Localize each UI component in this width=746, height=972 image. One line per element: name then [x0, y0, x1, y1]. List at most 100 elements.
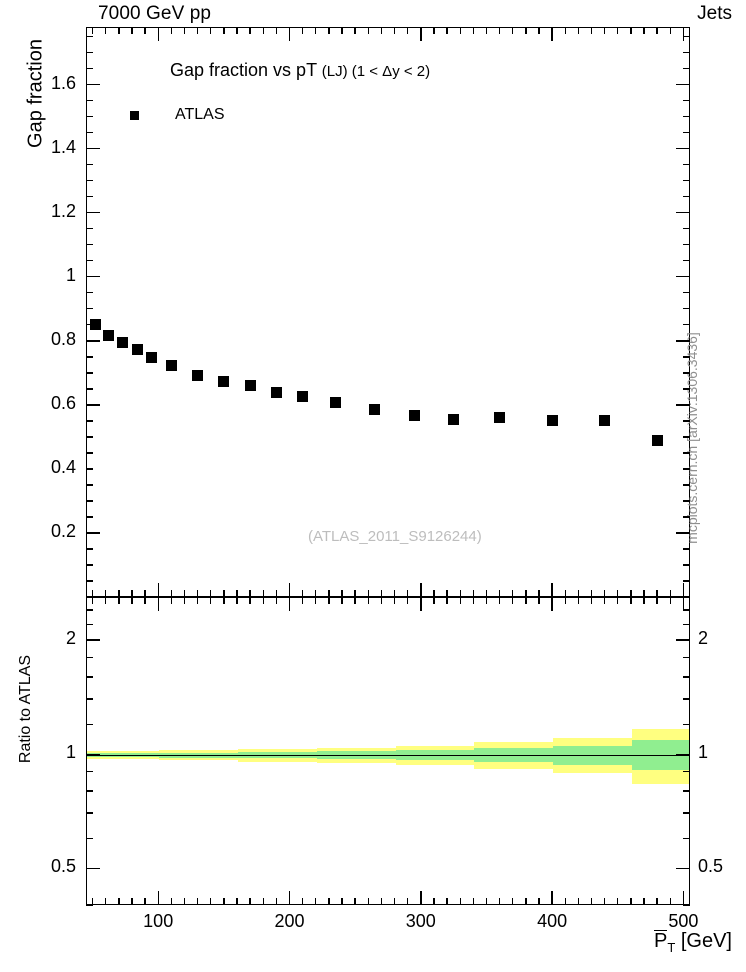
main-y-tick-label: 1.4	[50, 136, 76, 157]
ratio-y-minor-tick	[86, 904, 93, 906]
main-x-minor-tick-top	[643, 27, 645, 34]
main-x-minor-tick-bottom	[301, 590, 304, 597]
ratio-x-major-tick-bottom	[157, 891, 159, 905]
main-x-minor-tick-bottom	[512, 590, 514, 597]
ratio-y-tick-label-right: 0.5	[698, 856, 724, 877]
ratio-x-minor-tick-top	[262, 597, 264, 604]
main-x-minor-tick-bottom	[118, 590, 120, 597]
ratio-x-minor-tick-bottom	[656, 898, 658, 905]
main-x-minor-tick-bottom	[433, 590, 435, 597]
main-x-minor-tick-top	[525, 27, 527, 34]
main-x-minor-tick-bottom	[603, 590, 606, 597]
ratio-x-minor-tick-bottom	[236, 898, 238, 905]
ratio-y-minor-tick-right	[683, 656, 690, 659]
ratio-x-minor-tick-bottom	[249, 898, 251, 905]
ratio-x-minor-tick-bottom	[223, 898, 225, 905]
main-x-minor-tick-bottom	[472, 590, 475, 597]
ratio-x-minor-tick-top	[498, 597, 501, 604]
main-x-minor-tick-top	[406, 27, 409, 34]
main-y-major-tick-right	[676, 147, 690, 150]
main-y-major-tick-right	[676, 212, 690, 214]
main-y-minor-tick	[86, 324, 93, 326]
x-tick-label: 500	[668, 911, 699, 931]
main-x-major-tick-bottom	[157, 583, 159, 597]
main-x-minor-tick-top	[104, 27, 107, 34]
ratio-x-minor-tick-bottom	[525, 898, 527, 905]
ratio-x-minor-tick-top	[643, 597, 645, 604]
main-x-major-tick-bottom	[551, 583, 553, 597]
ratio-x-minor-tick-top	[367, 597, 369, 604]
main-y-major-tick	[86, 340, 100, 342]
ratio-y-minor-tick	[86, 656, 93, 659]
main-y-minor-tick	[86, 388, 93, 390]
ratio-x-minor-tick-top	[104, 597, 107, 604]
ratio-x-minor-tick-top	[446, 597, 448, 604]
ratio-y-minor-tick	[86, 770, 93, 773]
ratio-y-major-tick	[86, 867, 100, 869]
main-x-minor-tick-top	[380, 27, 383, 34]
x-axis-title-unit: [GeV]	[680, 930, 732, 952]
ratio-y-minor-tick-right	[683, 676, 690, 678]
main-y-minor-tick	[86, 67, 93, 70]
main-x-minor-tick-bottom	[590, 590, 593, 597]
ratio-x-minor-tick-top	[170, 597, 173, 604]
ratio-plot-frame	[86, 597, 690, 905]
data-point	[165, 360, 177, 372]
data-point	[297, 391, 309, 403]
ratio-x-minor-tick-bottom	[393, 898, 396, 905]
main-y-tick-label: 0.6	[50, 392, 76, 413]
data-point	[192, 370, 204, 382]
ratio-x-minor-tick-top	[406, 597, 409, 604]
ratio-x-minor-tick-top	[538, 597, 540, 604]
main-x-minor-tick-top	[669, 27, 671, 34]
main-x-major-tick-top	[551, 27, 553, 41]
main-y-minor-tick-right	[683, 580, 690, 582]
main-y-major-tick-right	[676, 276, 690, 278]
main-x-minor-tick-bottom	[406, 590, 409, 597]
ratio-x-minor-tick-top	[301, 597, 304, 604]
ratio-x-minor-tick-top	[210, 597, 212, 604]
main-y-minor-tick-right	[683, 228, 690, 230]
ratio-x-minor-tick-bottom	[538, 898, 540, 905]
ratio-x-minor-tick-top	[354, 597, 356, 604]
main-x-minor-tick-top	[315, 27, 317, 34]
ratio-x-minor-tick-top	[144, 597, 146, 604]
main-y-minor-tick-right	[683, 244, 690, 246]
main-y-minor-tick-right	[683, 180, 690, 182]
main-x-minor-tick-top	[538, 27, 540, 34]
header-beam-energy: 7000 GeV pp	[98, 3, 212, 24]
main-y-minor-tick-right	[683, 436, 690, 438]
ratio-x-minor-tick-bottom	[669, 898, 671, 905]
x-axis-title-base: P	[654, 930, 668, 952]
plot-title-sub: (LJ) (1 < Δy < 2)	[321, 63, 431, 80]
main-y-minor-tick-right	[683, 452, 690, 454]
ratio-x-minor-tick-bottom	[630, 898, 632, 905]
main-y-minor-tick-right	[683, 308, 690, 310]
ratio-y-minor-tick-right	[683, 904, 690, 906]
ratio-x-minor-tick-top	[433, 597, 435, 604]
main-x-minor-tick-top	[354, 27, 356, 34]
main-y-minor-tick	[86, 163, 93, 166]
main-y-minor-tick	[86, 51, 93, 54]
ratio-y-tick-label-left: 0.5	[50, 856, 76, 877]
main-x-minor-tick-top	[459, 27, 461, 34]
main-y-minor-tick	[86, 115, 93, 118]
ratio-x-major-tick-bottom	[288, 891, 291, 905]
main-y-minor-tick	[86, 372, 93, 374]
main-y-minor-tick	[86, 564, 93, 566]
main-x-minor-tick-top	[564, 27, 566, 34]
main-x-major-tick-top	[288, 27, 291, 41]
data-point	[369, 403, 381, 415]
main-x-minor-tick-bottom	[669, 590, 671, 597]
ratio-x-minor-tick-top	[603, 597, 606, 604]
main-x-minor-tick-bottom	[564, 590, 566, 597]
main-x-minor-tick-bottom	[577, 590, 580, 597]
ratio-y-minor-tick	[86, 837, 93, 839]
ratio-y-major-tick	[86, 753, 100, 755]
main-y-tick-label: 1.2	[50, 200, 76, 221]
x-tick-label: 200	[274, 911, 305, 931]
main-x-minor-tick-bottom	[210, 590, 212, 597]
ratio-x-minor-tick-top	[617, 597, 619, 604]
ratio-x-minor-tick-bottom	[433, 898, 435, 905]
